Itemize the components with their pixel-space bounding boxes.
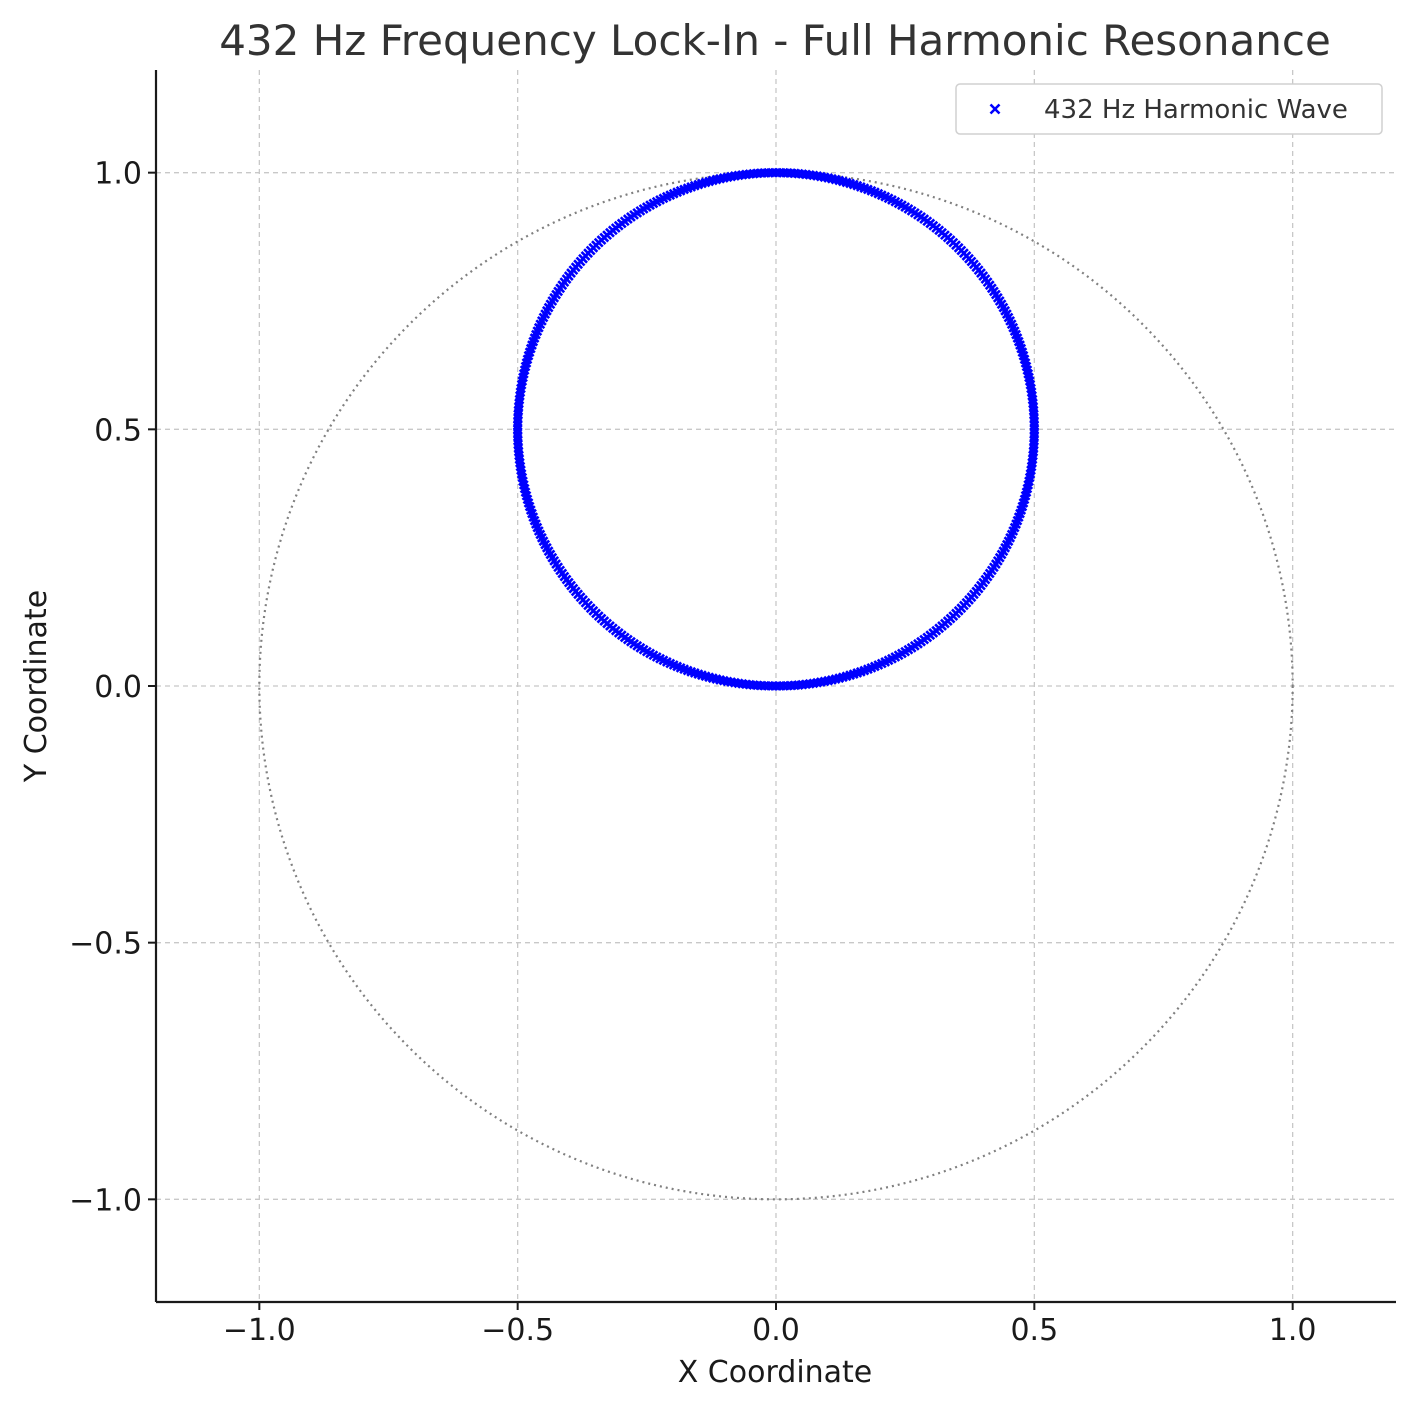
y-tick-label-1: −0.5	[69, 927, 142, 962]
x-axis-ticks: −1.0 −0.5 0.0 0.5 1.0	[223, 1302, 1317, 1348]
y-tick-label-0: −1.0	[69, 1183, 142, 1218]
x-axis-label: X Coordinate	[678, 1355, 873, 1390]
x-tick-label-3: 0.5	[1010, 1313, 1058, 1348]
data-point	[1029, 428, 1040, 438]
y-tick-label-2: 0.0	[94, 670, 142, 705]
chart-title: 432 Hz Frequency Lock-In - Full Harmonic…	[219, 16, 1331, 65]
y-tick-label-3: 0.5	[94, 413, 142, 448]
reference-circle	[258, 171, 1294, 1201]
reference-circle-layer	[258, 171, 1294, 1201]
legend-marker-glyph	[989, 103, 1001, 115]
legend-marker-x-icon	[989, 103, 1001, 115]
legend-label: 432 Hz Harmonic Wave	[1044, 95, 1348, 125]
x-tick-label-1: −0.5	[481, 1313, 554, 1348]
legend: 432 Hz Harmonic Wave	[955, 83, 1383, 135]
y-axis-ticks: −1.0 −0.5 0.0 0.5 1.0	[69, 157, 156, 1218]
x-tick-label-2: 0.0	[752, 1313, 800, 1348]
legend-box	[955, 83, 1383, 135]
y-axis-label: Y Coordinate	[19, 590, 54, 783]
series-markers	[512, 167, 1040, 691]
x-tick-label-0: −1.0	[223, 1313, 296, 1348]
y-tick-label-4: 1.0	[94, 157, 142, 192]
x-tick-label-4: 1.0	[1269, 1313, 1317, 1348]
